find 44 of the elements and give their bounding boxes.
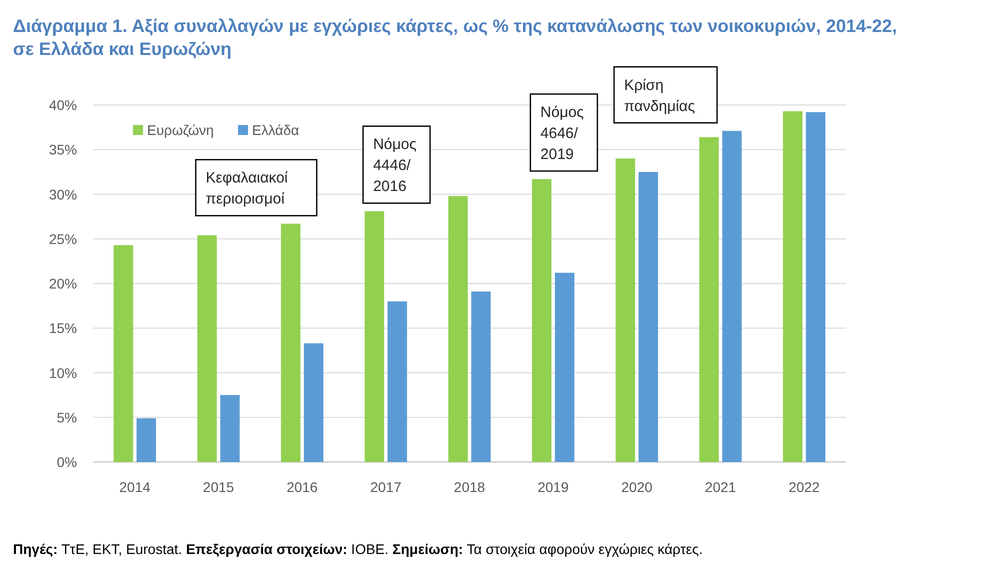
bar	[197, 235, 217, 462]
bar	[699, 137, 719, 462]
bar	[448, 196, 468, 462]
y-tick-label: 10%	[48, 364, 77, 381]
bar	[114, 245, 134, 462]
y-tick-label: 0%	[56, 454, 77, 470]
y-tick-label: 5%	[56, 409, 77, 426]
x-tick-label: 2017	[370, 479, 402, 495]
annotation: Νόμος 4646/ 2019	[540, 104, 584, 164]
annotation: Κεφαλαιακοί περιορισμοί	[206, 170, 288, 208]
x-tick-label: 2016	[286, 479, 318, 495]
annotation: Κρίση πανδημίας	[624, 76, 695, 115]
x-tick-label: 2020	[621, 479, 653, 495]
x-tick-label: 2015	[202, 479, 234, 495]
text: Πηγές: ΤτΕ, ΕΚΤ, Eurostat. Επεξεργασία στοιχείων: ΙΟΒΕ. Σημείωση: Τα στοιχεία αφορούν εγχώριες κάρτες.	[13, 541, 703, 557]
y-tick-label: 15%	[48, 320, 77, 336]
bar	[136, 418, 156, 462]
bar	[806, 112, 826, 462]
x-tick-label: 2022	[788, 479, 820, 495]
bar	[616, 158, 636, 462]
y-tick-label: 20%	[48, 276, 77, 292]
x-tick-label: 2014	[119, 479, 151, 495]
bar	[782, 111, 802, 462]
y-tick-label: 30%	[48, 186, 77, 202]
bar	[220, 395, 240, 462]
bar	[280, 224, 300, 462]
x-tick-label: 2018	[454, 479, 486, 495]
bar	[722, 130, 742, 462]
bar	[532, 179, 552, 462]
bar	[638, 172, 658, 462]
legend-label: Ελλάδα	[252, 122, 300, 138]
x-tick-label: 2019	[538, 479, 569, 495]
y-tick-label: 40%	[48, 97, 77, 113]
y-tick-label: 35%	[48, 142, 77, 158]
bar	[304, 343, 324, 462]
annotation: Νόμος 4446/ 2016	[373, 136, 416, 196]
y-tick-label: 25%	[48, 230, 77, 247]
bar	[364, 211, 384, 462]
x-tick-label: 2021	[704, 479, 736, 495]
chart-title: Διάγραμμα 1. Αξία συναλλαγών με εγχώριες κάρτες, ως % της κατανάλωσης των νοικοκυριών, 2014-22, σε Ελλάδα και Ευρωζώνη	[13, 16, 898, 59]
bar	[388, 301, 408, 462]
bar	[471, 292, 491, 462]
bar	[554, 272, 574, 462]
legend-label: Ευρωζώνη	[147, 122, 214, 138]
